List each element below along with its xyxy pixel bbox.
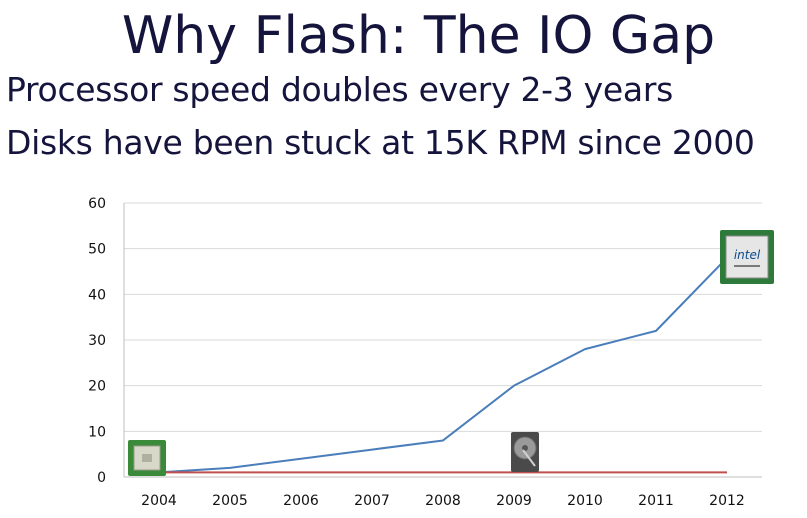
y-tick-label: 30 bbox=[88, 333, 106, 349]
old-processor-chip-icon bbox=[128, 440, 166, 476]
chart-gridlines bbox=[124, 202, 762, 432]
disk-spindle bbox=[522, 445, 528, 451]
x-tick-label: 2004 bbox=[141, 493, 177, 509]
x-axis-tick-labels: 2004 2005 2006 2007 2008 2009 2010 2011 2012 bbox=[141, 493, 745, 509]
y-tick-label: 0 bbox=[97, 470, 106, 486]
x-tick-label: 2006 bbox=[283, 493, 319, 509]
x-tick-label: 2012 bbox=[709, 493, 745, 509]
chart-images: intel bbox=[128, 230, 774, 476]
bullet-processor-speed: Processor speed doubles every 2-3 years bbox=[6, 70, 673, 109]
x-tick-label: 2010 bbox=[567, 493, 603, 509]
x-tick-label: 2009 bbox=[496, 493, 532, 509]
slide-title: Why Flash: The IO Gap bbox=[121, 6, 716, 66]
bullet-disk-rpm: Disks have been stuck at 15K RPM since 2… bbox=[6, 123, 755, 162]
chart-axes bbox=[123, 203, 762, 478]
y-tick-label: 20 bbox=[88, 379, 106, 395]
y-tick-label: 40 bbox=[88, 287, 106, 303]
disk-arm bbox=[522, 449, 536, 467]
x-tick-label: 2008 bbox=[425, 493, 461, 509]
x-tick-label: 2011 bbox=[638, 493, 674, 509]
y-tick-label: 10 bbox=[88, 424, 106, 440]
x-tick-label: 2007 bbox=[354, 493, 390, 509]
intel-heatspreader bbox=[725, 235, 769, 279]
chart-series-lines bbox=[158, 257, 728, 474]
hard-disk-drive-icon bbox=[511, 432, 539, 472]
y-tick-label: 60 bbox=[88, 196, 106, 212]
y-tick-label: 50 bbox=[88, 242, 106, 258]
intel-processor-chip-icon: intel bbox=[720, 230, 774, 284]
y-axis-tick-labels: 0 10 20 30 40 50 60 bbox=[88, 196, 106, 486]
x-tick-label: 2005 bbox=[212, 493, 248, 509]
series-line-0 bbox=[158, 257, 728, 474]
intel-logo-text: intel bbox=[734, 248, 761, 262]
chip-core bbox=[142, 454, 152, 462]
intel-label-line bbox=[734, 265, 760, 267]
